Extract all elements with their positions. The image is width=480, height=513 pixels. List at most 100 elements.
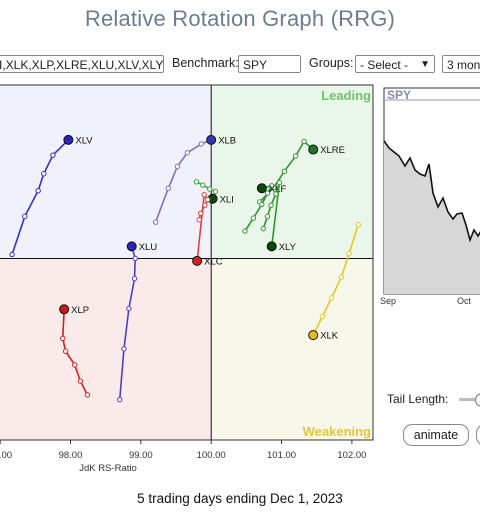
tail-point-xlb	[174, 163, 181, 170]
benchmark-label: Benchmark:	[172, 56, 239, 70]
tail-point-xlv	[9, 251, 15, 258]
series-xly: XLY	[260, 179, 297, 253]
x-axis-label: JdK RS-Ratio	[79, 463, 137, 474]
spy-x-tick-sep: Sep	[380, 296, 396, 306]
tail-length-label: Tail Length:	[387, 392, 449, 406]
plot-border	[0, 84, 374, 441]
series-label-xlre: XLRE	[320, 145, 345, 156]
tail-point-xlp	[62, 348, 69, 354]
groups-select[interactable]: - Select - ▼	[355, 55, 435, 73]
quadrant-improving	[0, 258, 212, 440]
quadrant-label-leading: Leading	[321, 88, 371, 103]
groups-label: Groups:	[309, 56, 354, 70]
tail-point-xli	[193, 179, 200, 185]
tail-point-xlf	[264, 190, 271, 196]
tail-point-xlc	[202, 202, 208, 208]
series-label-xlk: XLK	[320, 331, 339, 342]
x-tick-label: 97.00	[0, 450, 12, 461]
tail-point-xlv	[22, 213, 28, 220]
tail-point-xlb	[184, 150, 190, 156]
series-xlre: XLRE	[257, 138, 345, 205]
tail-point-xlu	[121, 346, 127, 352]
tail-point-xlk	[346, 250, 352, 257]
animate-button[interactable]: animate	[403, 424, 469, 446]
spy-price-area	[384, 141, 480, 294]
series-label-xlb: XLB	[218, 135, 236, 146]
head-point-xlk[interactable]	[308, 330, 319, 341]
head-point-xlc[interactable]	[192, 255, 203, 266]
groups-select-value: - Select -	[360, 58, 409, 72]
benchmark-input[interactable]: SPY	[238, 55, 301, 73]
tail-point-xlc	[204, 196, 211, 203]
head-point-xlp[interactable]	[59, 304, 70, 315]
tail-point-xlv	[35, 187, 41, 194]
rrg-chart: Leading Weakening 97.00 98.00 99.00 100.00 1…	[0, 84, 480, 474]
head-point-xlu[interactable]	[126, 241, 137, 252]
x-tick-label: 100.00	[197, 450, 226, 461]
series-xlp: XLP	[59, 304, 91, 398]
tail-point-xlu	[126, 305, 132, 312]
tail-point-xly	[273, 191, 279, 197]
quadrant-lagging	[0, 85, 212, 259]
series-label-xlp: XLP	[71, 305, 89, 316]
tail-point-xlk	[328, 295, 335, 301]
symbols-input[interactable]: I,XLK,XLP,XLRE,XLU,XLV,XLY	[0, 55, 164, 73]
tail-xlv	[11, 139, 70, 256]
page-title: Relative Rotation Graph (RRG)	[84, 6, 396, 31]
tail-point-xlu	[117, 396, 123, 403]
tail-point-xlc	[201, 192, 207, 198]
tail-point-xlre	[301, 138, 307, 145]
series-xlu: XLU	[117, 241, 158, 403]
spy-symbol: SPY	[387, 88, 411, 102]
head-point-xlb[interactable]	[206, 134, 217, 145]
tail-point-xli	[212, 188, 219, 195]
quadrant-leading	[211, 85, 373, 259]
chevron-down-icon: ▼	[420, 59, 430, 70]
tail-point-xlk	[355, 221, 361, 228]
footer-date-range: 5 trading days ending Dec 1, 2023	[137, 491, 343, 506]
head-point-xlf[interactable]	[256, 183, 267, 194]
tail-point-xlp	[72, 362, 78, 368]
tail-point-xlp	[60, 335, 66, 342]
tail-point-xlu	[132, 255, 138, 262]
tail-point-xlb	[198, 141, 205, 147]
tail-point-xlp	[84, 392, 91, 398]
x-tick-label: 98.00	[59, 450, 83, 461]
tail-length-slider[interactable]	[459, 393, 480, 407]
tail-point-xlf	[242, 228, 248, 234]
tail-point-xly	[268, 202, 274, 208]
tail-point-xlre	[292, 153, 299, 159]
tail-point-xlu	[131, 275, 138, 282]
tail-point-xlk	[338, 274, 345, 280]
tail-point-xlb	[152, 219, 159, 225]
tail-point-xlc	[197, 210, 204, 216]
series-xlb: XLB	[152, 134, 236, 225]
spy-price-line	[383, 140, 480, 243]
tail-point-xlf	[268, 183, 275, 189]
tail-point-xli	[207, 186, 213, 192]
spy-x-tick-oct: Oct	[457, 296, 472, 306]
quadrant-weakening	[211, 258, 373, 440]
x-tick-label: 102.00	[337, 450, 366, 461]
tail-point-xly	[264, 213, 271, 220]
x-tick-label: 101.00	[267, 450, 296, 461]
tail-point-xlf	[250, 215, 257, 221]
tail-point-xly	[260, 225, 266, 232]
head-point-xly[interactable]	[266, 241, 277, 252]
series-xlk: XLK	[308, 221, 361, 342]
series-label-xli: XLI	[220, 194, 234, 205]
series-xlc: XLC	[192, 192, 223, 267]
tail-point-xlv	[41, 171, 47, 177]
series-label-xlv: XLV	[75, 135, 93, 146]
tail-xlk	[312, 223, 360, 336]
tail-point-xlk	[319, 313, 326, 320]
head-point-xlv[interactable]	[63, 134, 74, 145]
head-point-xlre[interactable]	[308, 144, 319, 155]
series-label-xlu: XLU	[139, 242, 158, 253]
tail-point-xlv	[50, 152, 56, 158]
tail-point-xli	[200, 182, 206, 188]
period-select[interactable]: 3 mon	[442, 55, 480, 73]
series-label-xlc: XLC	[204, 256, 223, 267]
series-xlv: XLV	[9, 134, 93, 258]
quadrant-label-weakening: Weakening	[303, 424, 371, 439]
